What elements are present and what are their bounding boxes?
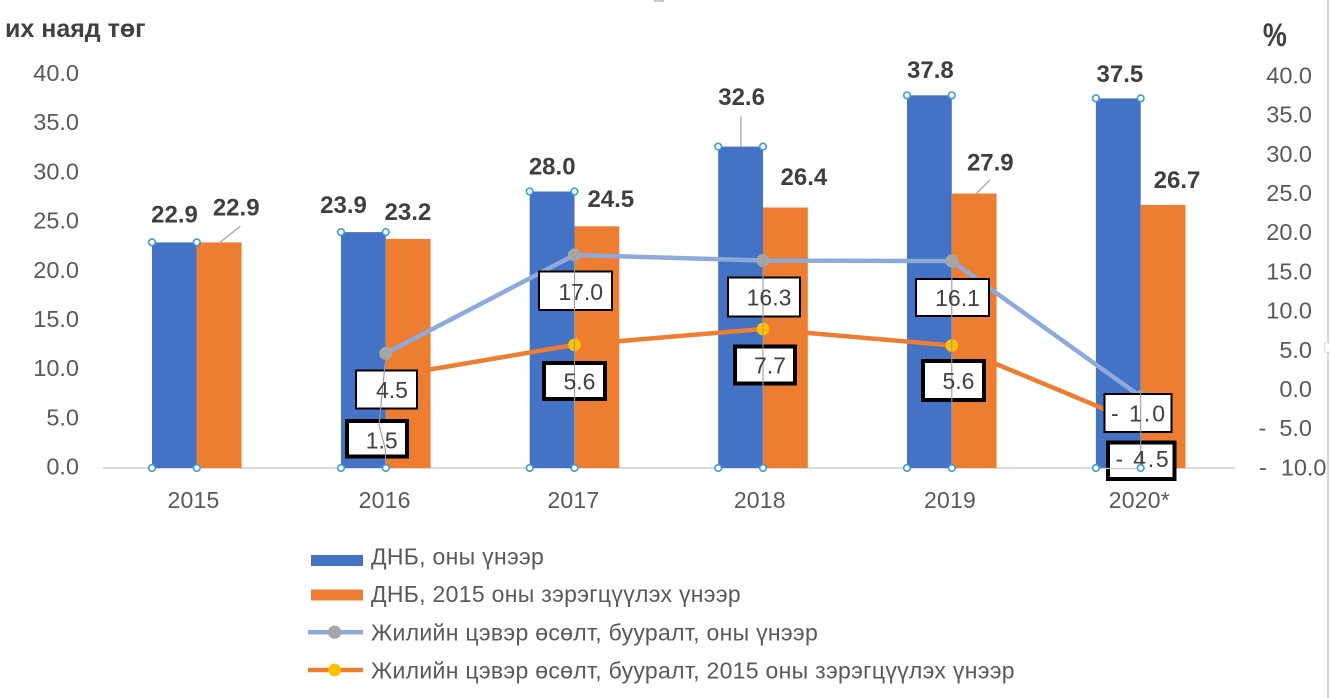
svg-text:5.6: 5.6 [943, 368, 975, 394]
svg-text:25.0: 25.0 [33, 208, 79, 234]
svg-text:15.0: 15.0 [1266, 258, 1312, 284]
svg-text:20.0: 20.0 [33, 257, 79, 283]
svg-text:10.0: 10.0 [1266, 298, 1312, 324]
svg-text:40.0: 40.0 [33, 60, 79, 86]
svg-text:5.6: 5.6 [564, 368, 596, 394]
svg-text:35.0: 35.0 [33, 109, 79, 135]
svg-text:30.0: 30.0 [1266, 141, 1312, 167]
svg-text:37.5: 37.5 [1097, 61, 1144, 88]
svg-text:16.3: 16.3 [747, 284, 792, 310]
svg-text:1.5: 1.5 [366, 427, 398, 453]
svg-text:ДНБ, 2015 оны зэрэгцүүлэх үнээ: ДНБ, 2015 оны зэрэгцүүлэх үнээр [371, 581, 741, 607]
svg-text:0.0: 0.0 [1279, 376, 1312, 402]
svg-text:17.0: 17.0 [558, 279, 603, 305]
svg-text:их наяд төг: их наяд төг [5, 15, 146, 43]
svg-text:7.7: 7.7 [754, 352, 786, 378]
svg-text:%: % [1263, 18, 1287, 54]
svg-text:30.0: 30.0 [33, 158, 79, 184]
svg-text:4.5: 4.5 [376, 377, 408, 403]
svg-text:2018: 2018 [734, 487, 786, 513]
svg-text:37.8: 37.8 [907, 57, 954, 84]
svg-text:15.0: 15.0 [33, 306, 79, 332]
svg-text:20.0: 20.0 [1266, 219, 1312, 245]
svg-text:2017: 2017 [547, 487, 599, 513]
svg-text:ДНБ, оны үнээр: ДНБ, оны үнээр [371, 544, 544, 570]
svg-text:22.9: 22.9 [213, 195, 260, 222]
svg-text:26.7: 26.7 [1154, 167, 1201, 194]
svg-text:26.4: 26.4 [781, 164, 828, 191]
svg-text:2015: 2015 [168, 487, 220, 513]
svg-text:25.0: 25.0 [1266, 180, 1312, 206]
svg-text:24.5: 24.5 [587, 186, 634, 213]
svg-text:40.0: 40.0 [1266, 62, 1312, 88]
svg-text:2016: 2016 [359, 487, 411, 513]
svg-text:2019: 2019 [924, 487, 976, 513]
svg-text:0.0: 0.0 [46, 454, 79, 480]
svg-text:23.2: 23.2 [385, 199, 432, 226]
svg-text:23.9: 23.9 [320, 192, 367, 219]
svg-text:2020*: 2020* [1109, 487, 1170, 513]
svg-text:- 5.0: - 5.0 [1258, 415, 1312, 441]
svg-text:10.0: 10.0 [33, 355, 79, 381]
svg-text:10.0: 10.0 [1281, 454, 1327, 480]
svg-text:Жилийн цэвэр өсөлт, бууралт, 2: Жилийн цэвэр өсөлт, бууралт, 2015 оны зэ… [371, 658, 1015, 684]
svg-text:27.9: 27.9 [967, 150, 1014, 177]
svg-text:16.1: 16.1 [935, 285, 980, 311]
svg-text:5.0: 5.0 [1279, 337, 1312, 363]
svg-text:22.9: 22.9 [151, 202, 198, 229]
svg-text:- 1.0: - 1.0 [1111, 401, 1167, 427]
svg-text:5.0: 5.0 [46, 404, 79, 430]
svg-text:Жилийн цэвэр өсөлт, бууралт, о: Жилийн цэвэр өсөлт, бууралт, оны үнээр [371, 619, 818, 645]
svg-text:-: - [1259, 454, 1267, 480]
svg-text:32.6: 32.6 [718, 84, 765, 111]
svg-text:35.0: 35.0 [1266, 102, 1312, 128]
svg-text:28.0: 28.0 [529, 153, 576, 180]
